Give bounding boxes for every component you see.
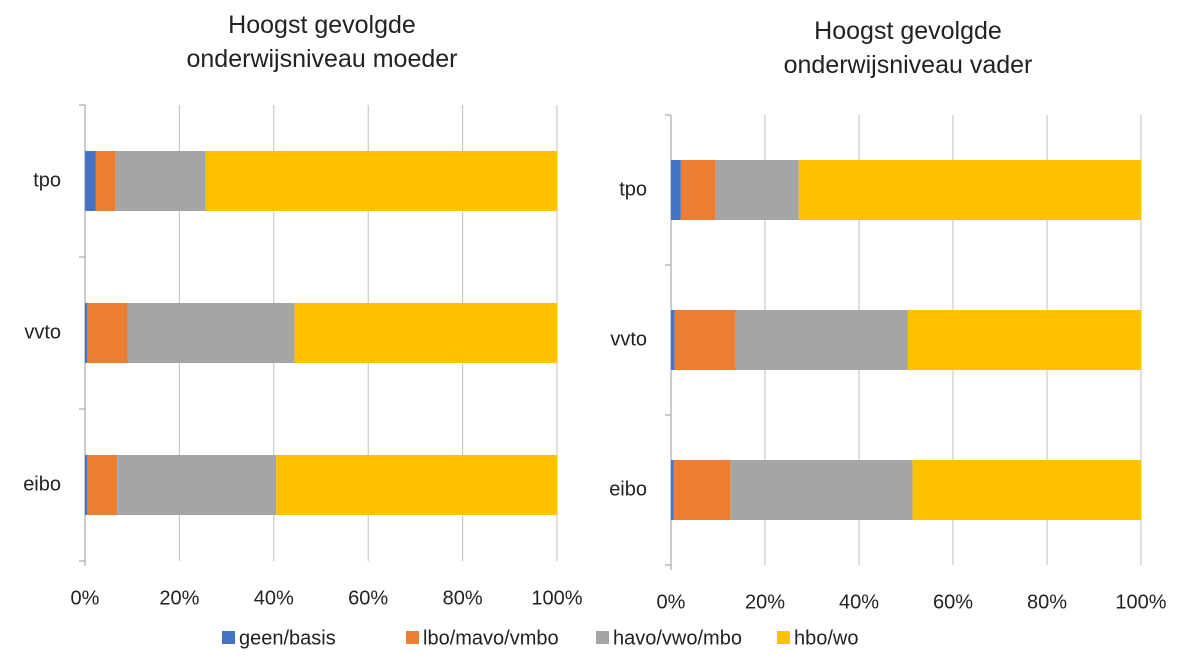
legend-swatch (406, 631, 419, 644)
bar-segment (674, 310, 736, 370)
y-tick-label: vvto (24, 321, 61, 343)
legend-label: geen/basis (239, 627, 336, 649)
y-tick-label: eibo (23, 473, 61, 495)
y-tick-label: tpo (33, 169, 61, 191)
x-tick-label: 100% (531, 587, 582, 609)
y-tick-label: vvto (610, 328, 647, 350)
x-tick-label: 60% (348, 587, 388, 609)
x-tick-label: 60% (933, 591, 973, 613)
legend-swatch (222, 631, 235, 644)
chart-title: Hoogst gevolgde onderwijsniveau vader (783, 17, 1033, 79)
bar-segment (85, 151, 96, 211)
legend-label: lbo/mavo/vmbo (423, 627, 559, 649)
bar-segment (673, 460, 731, 520)
x-tick-label: 40% (839, 591, 879, 613)
x-tick-label: 20% (159, 587, 199, 609)
bar-segment (87, 303, 128, 363)
bar-segment (127, 303, 295, 363)
legend-swatch (777, 631, 790, 644)
bar-segment (671, 310, 675, 370)
bar-segment (912, 460, 1141, 520)
bar-segment (735, 310, 908, 370)
x-tick-label: 0% (657, 591, 686, 613)
bar-segment (671, 460, 674, 520)
x-tick-label: 100% (1115, 591, 1166, 613)
x-tick-label: 80% (443, 587, 483, 609)
bar-segment (294, 303, 557, 363)
bar-segment (680, 160, 716, 220)
bar-segment (87, 455, 118, 515)
bar-segment (115, 151, 206, 211)
y-tick-label: tpo (619, 178, 647, 200)
bar-segment (907, 310, 1141, 370)
chart-title: Hoogst gevolgde onderwijsniveau moeder (186, 11, 458, 73)
x-tick-label: 80% (1027, 591, 1067, 613)
legend-swatch (596, 631, 609, 644)
bar-segment (715, 160, 799, 220)
y-tick-label: eibo (609, 478, 647, 500)
bar-segment (671, 160, 681, 220)
bar-segment (205, 151, 557, 211)
bar-segment (730, 460, 913, 520)
bar-segment (95, 151, 116, 211)
bar-segment (276, 455, 557, 515)
legend-label: hbo/wo (794, 627, 859, 649)
x-tick-label: 0% (71, 587, 100, 609)
bar-segment (798, 160, 1141, 220)
legend-label: havo/vwo/mbo (613, 627, 742, 649)
bar-segment (85, 303, 88, 363)
x-tick-label: 20% (745, 591, 785, 613)
bar-segment (117, 455, 277, 515)
x-tick-label: 40% (254, 587, 294, 609)
bar-segment (85, 455, 88, 515)
